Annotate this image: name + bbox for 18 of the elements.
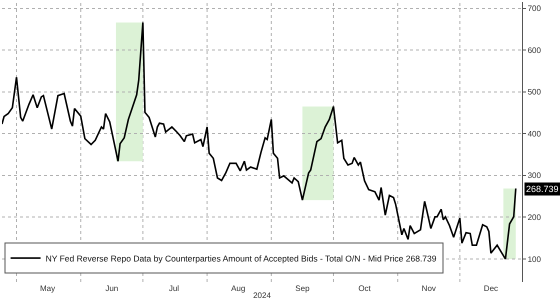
y-tick-label: 700 xyxy=(528,4,542,14)
x-tick-label: Aug xyxy=(231,284,246,293)
y-tick-label: 300 xyxy=(528,171,542,180)
x-tick-label: Dec xyxy=(484,284,498,293)
y-tick-label: 100 xyxy=(528,254,542,264)
y-tick-label: 200 xyxy=(528,213,542,222)
y-tick-label: 500 xyxy=(528,88,542,97)
x-tick-label: Jul xyxy=(168,284,180,293)
annotation: 268.739 xyxy=(526,184,559,194)
x-tick-label: Nov xyxy=(422,284,436,293)
x-axis-title: 2024 xyxy=(253,291,272,300)
x-tick-label: Jun xyxy=(105,284,118,293)
y-tick-label: 600 xyxy=(528,46,542,55)
y-tick-label: 400 xyxy=(528,129,542,138)
x-tick-label: Oct xyxy=(358,284,372,293)
x-tick-label: Sep xyxy=(295,284,310,293)
x-tick-label: May xyxy=(40,284,56,293)
legend-label: NY Fed Reverse Repo Data by Counterparties Amount of Accepted Bids - Total O/N - Mid Price 268.739 xyxy=(46,253,437,264)
